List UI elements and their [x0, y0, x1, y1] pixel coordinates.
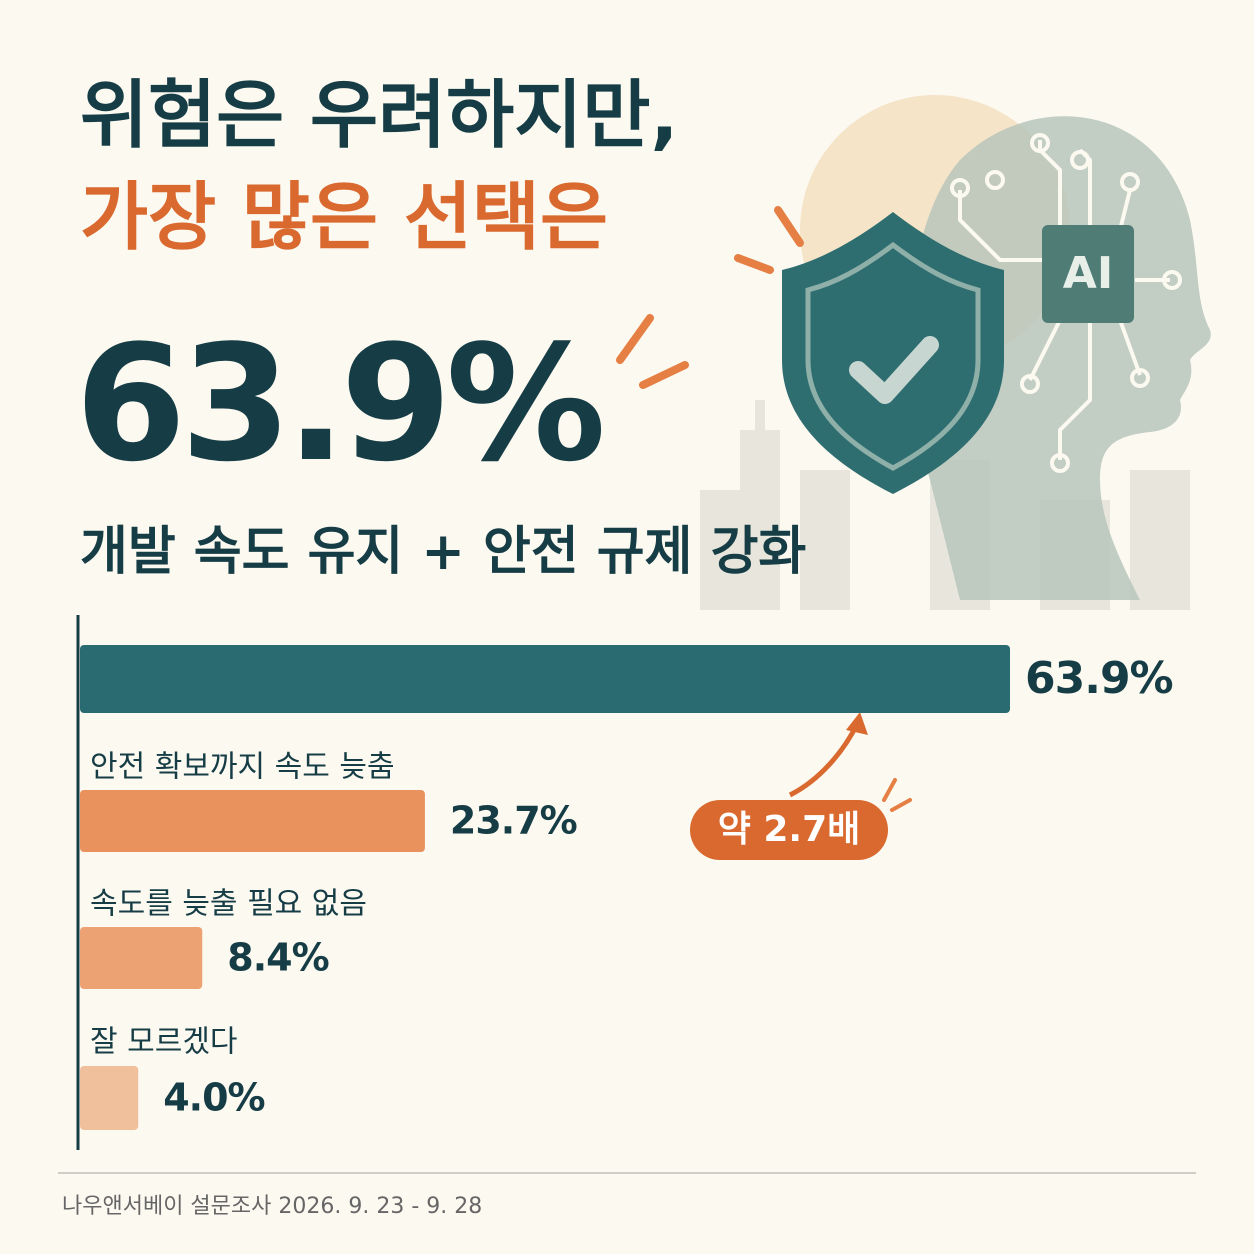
circuit-lines: [950, 133, 1182, 473]
value-label: 4.0%: [163, 1076, 264, 1120]
source: 나우앤서베이 설문조사 2026. 9. 23 - 9. 28: [62, 1194, 482, 1219]
value-label: 8.4%: [227, 936, 328, 980]
subtitle: 개발 속도 유지 + 안전 규제 강화: [80, 522, 806, 582]
value-label: 23.7%: [450, 799, 577, 843]
value-label: 63.9%: [1025, 653, 1173, 704]
headline: 63.9%: [75, 310, 602, 497]
category-label: 안전 확보까지 속도 늦춤: [90, 750, 395, 785]
bar: [80, 790, 425, 852]
shield: [782, 212, 1004, 494]
bar: [80, 927, 203, 989]
bar: [80, 1066, 139, 1130]
spark-lines: [616, 206, 804, 389]
annotation-pill: [690, 800, 888, 860]
arrow-head: [846, 712, 868, 735]
head-silhouette: [910, 116, 1211, 600]
category-label: 잘 모르겠다: [90, 1025, 238, 1060]
annotation: 약 2.7배: [718, 809, 861, 850]
spark-lines: [882, 778, 912, 812]
shield-border: [805, 241, 981, 471]
category-label: 속도를 늦출 필요 없음: [90, 887, 367, 922]
illustration: AI: [616, 95, 1211, 610]
title-highlight: 가장 많은 선택은: [80, 175, 608, 261]
ai-chip: [1042, 225, 1134, 323]
title: 위험은 우려하지만,: [80, 73, 679, 159]
check-mark: [849, 336, 939, 404]
bar: [80, 645, 1010, 713]
ai-label: AI: [1063, 248, 1113, 299]
